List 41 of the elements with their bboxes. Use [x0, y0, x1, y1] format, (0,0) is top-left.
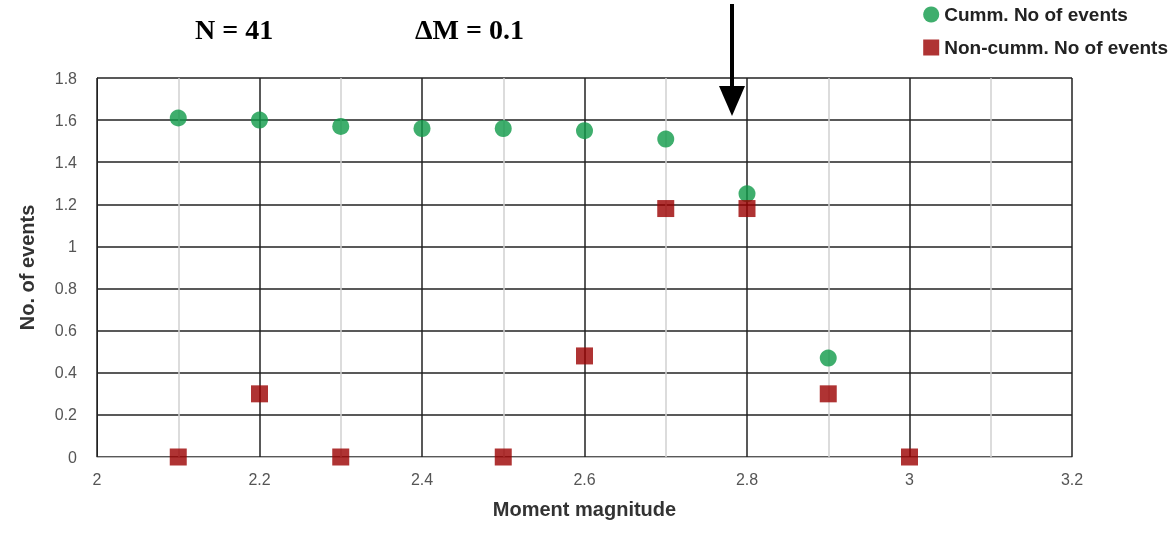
point: [657, 200, 675, 218]
point: [819, 349, 837, 367]
y-tick-label: 0.2: [54, 406, 78, 424]
x-tick-label: 3.2: [1060, 470, 1084, 488]
point: [413, 120, 431, 138]
point: [657, 130, 675, 148]
point: [494, 120, 512, 138]
x-tick-label: 2.8: [735, 470, 759, 488]
y-tick-label: 1.4: [54, 153, 78, 171]
x-tick-label: 2.2: [248, 470, 271, 488]
point: [169, 448, 187, 466]
point: [738, 185, 756, 203]
point: [332, 448, 350, 466]
point: [576, 122, 593, 140]
x-axis-title: Moment magnitude: [492, 498, 677, 520]
point: [332, 117, 350, 135]
point: [819, 385, 837, 403]
point: [169, 109, 187, 127]
legend-label: Non-cumm. No of events: [944, 37, 1169, 58]
point: [494, 448, 512, 466]
x-tick-label: 3: [905, 470, 915, 488]
y-tick-label: 1.8: [54, 69, 78, 87]
text: N = 41: [195, 14, 274, 46]
x-tick-label: 2: [92, 470, 102, 488]
y-tick-label: 0.6: [54, 322, 78, 340]
legend-label: Cumm. No of events: [944, 4, 1128, 25]
y-tick-label: 0: [68, 448, 78, 466]
x-tick-label: 2.6: [573, 470, 596, 488]
y-tick-label: 0.8: [54, 280, 78, 298]
y-tick-label: 0.4: [54, 364, 78, 382]
point: [738, 200, 756, 218]
point: [901, 448, 918, 466]
y-tick-label: 1.6: [54, 111, 78, 129]
y-axis-title: No. of events: [16, 204, 38, 331]
text: ΔM = 0.1: [415, 14, 524, 46]
point: [251, 385, 268, 403]
y-tick-label: 1.2: [54, 195, 78, 213]
point: [576, 347, 593, 365]
x-tick-label: 2.4: [410, 470, 434, 488]
point: [251, 111, 268, 129]
y-tick-label: 1: [68, 237, 78, 255]
